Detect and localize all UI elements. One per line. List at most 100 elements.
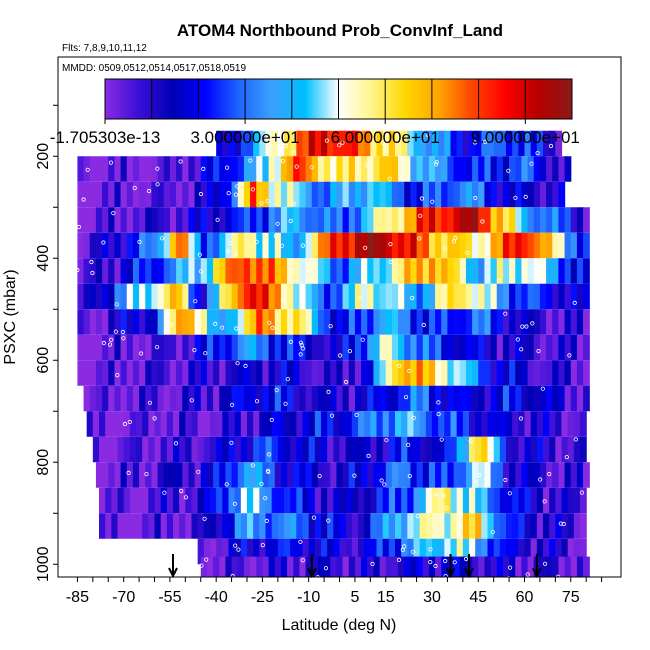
sample-marker — [352, 473, 357, 478]
heatmap-cell — [546, 258, 553, 284]
heatmap-cell — [552, 309, 560, 335]
heatmap-cell — [117, 513, 125, 539]
heatmap-cell — [324, 309, 331, 335]
heatmap-cell — [351, 130, 359, 157]
heatmap-cell — [580, 436, 587, 463]
heatmap-cell — [428, 385, 436, 412]
heatmap-cell — [410, 462, 418, 488]
heatmap-cell — [416, 462, 424, 488]
heatmap-cell — [484, 462, 492, 488]
heatmap-cell — [206, 385, 214, 412]
sample-marker — [329, 413, 335, 418]
sample-marker — [443, 558, 448, 564]
heatmap-cell — [521, 232, 529, 259]
heatmap-cell — [317, 283, 325, 310]
sample-marker — [400, 547, 405, 553]
heatmap-cell — [570, 283, 578, 310]
heatmap-cell — [370, 513, 378, 539]
heatmap-cell — [293, 258, 301, 284]
heatmap-cell — [145, 309, 153, 335]
heatmap-cell — [83, 283, 91, 310]
heatmap-cell — [459, 283, 467, 310]
heatmap-cell — [518, 487, 526, 514]
heatmap-cell — [213, 156, 220, 182]
sample-marker — [330, 161, 335, 166]
heatmap-cell — [132, 309, 140, 335]
heatmap-cell — [509, 462, 516, 488]
heatmap-cell — [379, 156, 387, 182]
heatmap-cell — [438, 411, 445, 437]
heatmap-cell — [145, 258, 153, 284]
heatmap-cell — [438, 130, 445, 157]
heatmap-cell — [515, 207, 523, 233]
heatmap-cell — [435, 283, 442, 310]
heatmap-cell — [509, 156, 516, 182]
heatmap-cell — [280, 156, 288, 182]
heatmap-cell — [496, 232, 504, 259]
heatmap-cell — [169, 309, 177, 335]
heatmap-cell — [163, 283, 171, 310]
heatmap-cell — [465, 207, 473, 233]
heatmap-cell — [499, 411, 507, 437]
heatmap-cell — [515, 232, 523, 259]
heatmap-cell — [524, 538, 532, 565]
heatmap-cell — [206, 156, 214, 182]
heatmap-cell — [564, 334, 572, 361]
heatmap-cell — [391, 360, 399, 386]
heatmap-cell — [222, 487, 230, 514]
heatmap-cell — [583, 334, 590, 361]
heatmap-cell — [145, 232, 153, 259]
heatmap-cell — [160, 513, 168, 539]
heatmap-cell — [465, 309, 473, 335]
heatmap-cell — [407, 538, 415, 565]
heatmap-cell — [234, 436, 242, 463]
heatmap-cell — [317, 258, 325, 284]
heatmap-cell — [422, 334, 430, 361]
sample-marker — [433, 563, 438, 569]
heatmap-cell — [404, 462, 412, 488]
heatmap-cell — [333, 411, 341, 437]
heatmap-cell — [367, 462, 375, 488]
heatmap-cell — [256, 309, 264, 335]
heatmap-cell — [462, 411, 470, 437]
heatmap-cell — [573, 487, 581, 514]
heatmap-cell — [89, 232, 97, 259]
heatmap-cell — [194, 283, 202, 310]
heatmap-cell — [502, 181, 510, 208]
heatmap-cell — [348, 462, 356, 488]
heatmap-cell — [274, 462, 282, 488]
heatmap-cell — [583, 385, 590, 412]
heatmap-cell — [102, 156, 109, 182]
heatmap-cell — [533, 156, 541, 182]
heatmap-cell — [139, 385, 146, 412]
heatmap-cell — [250, 334, 257, 361]
heatmap-cell — [126, 309, 134, 335]
airport-arrow — [531, 554, 542, 579]
heatmap-cell — [391, 309, 399, 335]
heatmap-cell — [105, 411, 112, 437]
heatmap-cell — [336, 556, 344, 577]
heatmap-cell — [200, 334, 208, 361]
heatmap-cell — [472, 283, 479, 310]
heatmap-cell — [296, 538, 304, 565]
heatmap-cell — [151, 385, 159, 412]
heatmap-cell — [379, 207, 387, 233]
heatmap-cell — [237, 556, 245, 577]
heatmap-cell — [561, 513, 569, 539]
sample-marker — [266, 452, 272, 457]
sample-marker — [250, 187, 255, 192]
heatmap-cell — [206, 181, 214, 208]
heatmap-cell — [422, 232, 430, 259]
heatmap-cell — [570, 232, 578, 259]
heatmap-cell — [354, 283, 362, 310]
heatmap-cell — [432, 130, 439, 157]
heatmap-cell — [583, 360, 590, 386]
heatmap-cell — [536, 513, 544, 539]
heatmap-cell — [237, 360, 245, 386]
heatmap-cell — [580, 411, 587, 437]
heatmap-cell — [564, 360, 572, 386]
heatmap-cell — [83, 360, 91, 386]
heatmap-cell — [558, 283, 566, 310]
heatmap-cell — [305, 181, 313, 208]
